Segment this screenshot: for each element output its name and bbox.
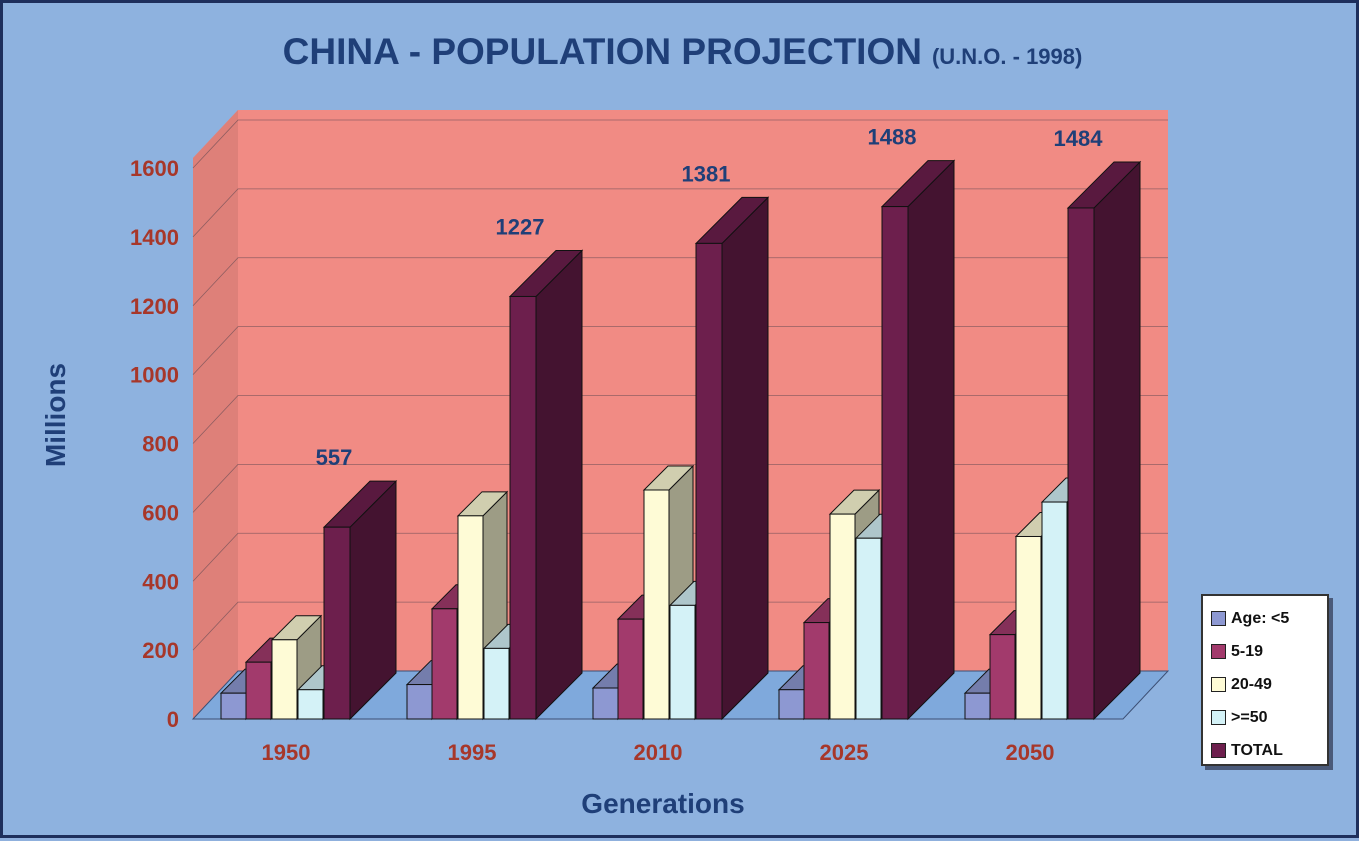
bar-age_20_49 [1015,535,1042,720]
bar-age_lt5 [592,687,619,720]
bar-total [695,242,723,720]
gridline [192,119,1168,169]
legend-item: Age: <5 [1211,602,1327,635]
legend-label: TOTAL [1231,741,1283,759]
bar-chart-3d: 0 200 400 600 800 1000 1200 1400 1600 Millions Gen… [40,110,1170,819]
bar-total [1067,207,1095,720]
bar-age_ge50 [855,537,882,720]
x-tick-label: 2025 [820,740,869,765]
bar-age_ge50 [483,647,510,720]
bar-total [323,526,351,720]
chart-title-sub: (U.N.O. - 1998) [931,44,1083,69]
y-tick-label: 800 [142,432,179,457]
gridline [192,257,1168,307]
bar-age_ge50 [669,604,696,720]
bar-age_lt5 [406,684,433,720]
bar-age_lt5 [964,692,991,720]
total-data-label: 1488 [868,125,917,150]
y-tick-label: 600 [142,500,179,525]
chart-side-wall [193,110,238,719]
x-tick-label: 2010 [634,740,683,765]
bar-total [509,295,537,720]
total-data-label: 1381 [682,161,731,186]
total-data-label: 1484 [1054,126,1104,151]
chart-title-main: CHINA - POPULATION PROJECTION [282,31,922,72]
bar-age_20_49 [829,513,856,720]
x-tick-label: 2050 [1006,740,1055,765]
gridline [192,395,1168,444]
legend-item: 5-19 [1211,635,1327,668]
legend-swatch [1211,644,1226,659]
legend-item: TOTAL [1211,734,1327,767]
y-tick-label: 1600 [130,156,179,181]
legend-swatch [1211,743,1226,758]
y-tick-label: 200 [142,638,179,663]
chart-title: CHINA - POPULATION PROJECTION (U.N.O. - 1… [3,31,1359,73]
bar-age_5_19 [245,661,272,720]
y-tick-label: 1200 [130,294,179,319]
x-axis-label: Generations [581,788,744,819]
bar-age_20_49 [643,489,670,720]
total-data-label: 557 [316,445,353,470]
bar-age_ge50 [297,689,324,720]
y-tick-label: 400 [142,569,179,594]
legend-swatch [1211,611,1226,626]
chart-legend: Age: <5 5-19 20-49 >=50 TOTAL [1201,594,1329,766]
y-tick-label: 1000 [130,363,179,388]
bar-age_lt5 [778,689,805,720]
legend-label: >=50 [1231,708,1268,726]
x-tick-label: 1995 [448,740,497,765]
y-tick-label: 1400 [130,225,179,250]
bar-age_20_49 [457,515,484,720]
x-tick-label: 1950 [262,740,311,765]
bar-age_lt5 [220,692,247,720]
bar-age_ge50 [1041,501,1068,720]
bar-age_5_19 [617,618,644,720]
bar-age_5_19 [431,608,458,720]
bar-age_5_19 [803,622,830,720]
y-axis-label: Millions [40,363,71,467]
legend-item: >=50 [1211,701,1327,734]
bar-total-side [907,159,955,721]
legend-label: 20-49 [1231,675,1272,693]
bar-total-side [1093,160,1141,721]
legend-swatch [1211,677,1226,692]
bar-age_5_19 [989,634,1016,720]
legend-item: 20-49 [1211,668,1327,701]
bar-age_20_49 [271,639,298,720]
total-data-label: 1227 [496,214,545,239]
legend-label: Age: <5 [1231,609,1290,627]
bar-total-side [535,249,583,721]
gridline [192,188,1168,238]
legend-swatch [1211,710,1226,725]
gridline [192,326,1168,375]
gridline [192,463,1168,513]
bar-total [881,206,909,720]
y-tick-label: 0 [167,707,179,732]
legend-label: 5-19 [1231,642,1264,660]
bar-total-side [721,196,769,721]
